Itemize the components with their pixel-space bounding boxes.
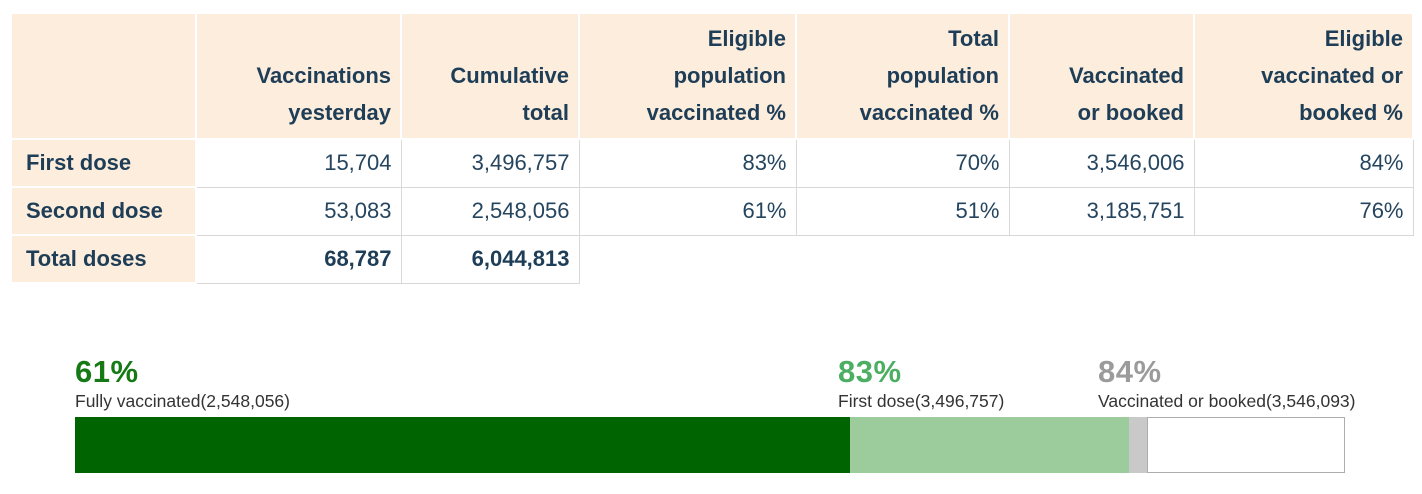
marker-percent: 61% (75, 354, 139, 389)
row-header: Second dose (10, 186, 197, 236)
empty-cell (579, 235, 796, 283)
column-header-cumulative-total: Cumulative total (400, 12, 580, 140)
value-cell: 15,704 (195, 138, 402, 188)
column-header-vaccinated-or-booked: Vaccinated or booked (1008, 12, 1195, 140)
value-cell: 51% (795, 186, 1010, 236)
value-cell: 3,496,757 (400, 138, 580, 188)
value-cell: 6,044,813 (400, 234, 580, 284)
vaccination-progress-chart: 61% Fully vaccinated(2,548,056) 83% Firs… (75, 355, 1356, 477)
table-row-total-doses: Total doses 68,787 6,044,813 (10, 234, 1413, 284)
marker-first-dose: 83% First dose(3,496,757) (838, 355, 1004, 412)
marker-label: First dose(3,496,757) (838, 391, 1005, 411)
value-cell: 84% (1193, 138, 1414, 188)
corner-cell (10, 12, 197, 140)
bar-segment-remainder (1146, 417, 1345, 473)
value-cell: 3,546,006 (1008, 138, 1195, 188)
row-header: Total doses (10, 234, 197, 284)
value-cell: 68,787 (195, 234, 402, 284)
value-cell: 3,185,751 (1008, 186, 1195, 236)
column-header-total-population-vaccinated: Total population vaccinated % (795, 12, 1010, 140)
column-header-eligible-vaccinated-or-booked: Eligible vaccinated or booked % (1193, 12, 1414, 140)
value-cell: 53,083 (195, 186, 402, 236)
column-header-eligible-population-vaccinated: Eligible population vaccinated % (578, 12, 797, 140)
value-cell: 61% (578, 186, 797, 236)
value-cell: 83% (578, 138, 797, 188)
marker-percent: 83% (838, 354, 902, 389)
row-header: First dose (10, 138, 197, 188)
vaccination-stats-table: Vaccinations yesterday Cumulative total … (10, 12, 1414, 284)
marker-vaccinated-or-booked: 84% Vaccinated or booked(3,546,093) (1098, 355, 1356, 412)
value-cell: 70% (795, 138, 1010, 188)
marker-label: Vaccinated or booked(3,546,093) (1098, 391, 1356, 411)
header-row: Vaccinations yesterday Cumulative total … (10, 12, 1414, 140)
bar-segment-first-dose (849, 417, 1130, 473)
progress-bar (75, 417, 1345, 473)
value-cell: 76% (1193, 186, 1414, 236)
value-cell: 2,548,056 (400, 186, 580, 236)
marker-percent: 84% (1098, 354, 1162, 389)
bar-segment-booked (1129, 417, 1147, 473)
empty-cell (1009, 235, 1194, 283)
empty-cell (1194, 235, 1413, 283)
table-row-first-dose: First dose 15,704 3,496,757 83% 70% 3,54… (10, 138, 1414, 188)
marker-label: Fully vaccinated(2,548,056) (75, 391, 290, 411)
bar-segment-fully-vaccinated (75, 417, 850, 473)
marker-fully-vaccinated: 61% Fully vaccinated(2,548,056) (75, 355, 290, 412)
column-header-vaccinations-yesterday: Vaccinations yesterday (195, 12, 402, 140)
empty-cell (796, 235, 1009, 283)
table-row-second-dose: Second dose 53,083 2,548,056 61% 51% 3,1… (10, 186, 1414, 236)
